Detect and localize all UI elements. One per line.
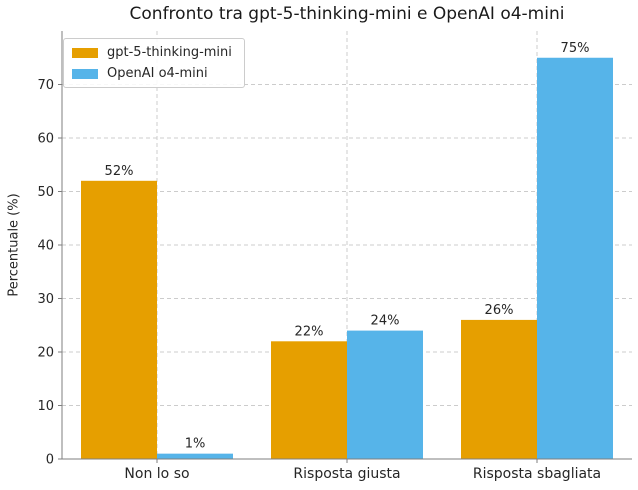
bar-value-label: 22%	[295, 324, 324, 339]
bar	[537, 57, 613, 459]
y-tick-label: 60	[37, 132, 54, 147]
legend-label: gpt-5-thinking-mini	[107, 45, 232, 60]
bar-value-label: 26%	[485, 303, 514, 318]
x-tick-label: Risposta sbagliata	[473, 466, 601, 482]
bar	[271, 341, 347, 459]
chart-title: Confronto tra gpt-5-thinking-mini e Open…	[129, 4, 565, 24]
bar-value-label: 24%	[371, 314, 400, 329]
y-tick-label: 10	[37, 399, 54, 414]
legend-swatch-icon	[72, 47, 98, 58]
legend-entry: gpt-5-thinking-mini	[72, 45, 232, 60]
x-tick-label: Non lo so	[124, 466, 189, 482]
bar	[347, 330, 423, 459]
y-tick-label: 40	[37, 239, 54, 254]
bar	[157, 453, 233, 459]
bar	[81, 180, 157, 460]
bar-value-label: 75%	[561, 41, 590, 56]
y-tick-label: 50	[37, 185, 54, 200]
y-tick-label: 70	[37, 78, 54, 93]
bar-value-label: 1%	[185, 437, 206, 452]
legend: gpt-5-thinking-mini OpenAI o4-mini	[63, 38, 245, 88]
y-axis-label: Percentuale (%)	[6, 193, 22, 297]
bar	[461, 319, 537, 459]
bar-value-label: 52%	[105, 164, 134, 179]
legend-label: OpenAI o4-mini	[107, 66, 208, 81]
y-tick-label: 30	[37, 292, 54, 307]
y-tick-label: 20	[37, 346, 54, 361]
legend-entry: OpenAI o4-mini	[72, 66, 232, 81]
x-tick-label: Risposta giusta	[293, 466, 400, 482]
y-tick-label: 0	[46, 453, 54, 468]
legend-swatch-icon	[72, 68, 98, 79]
